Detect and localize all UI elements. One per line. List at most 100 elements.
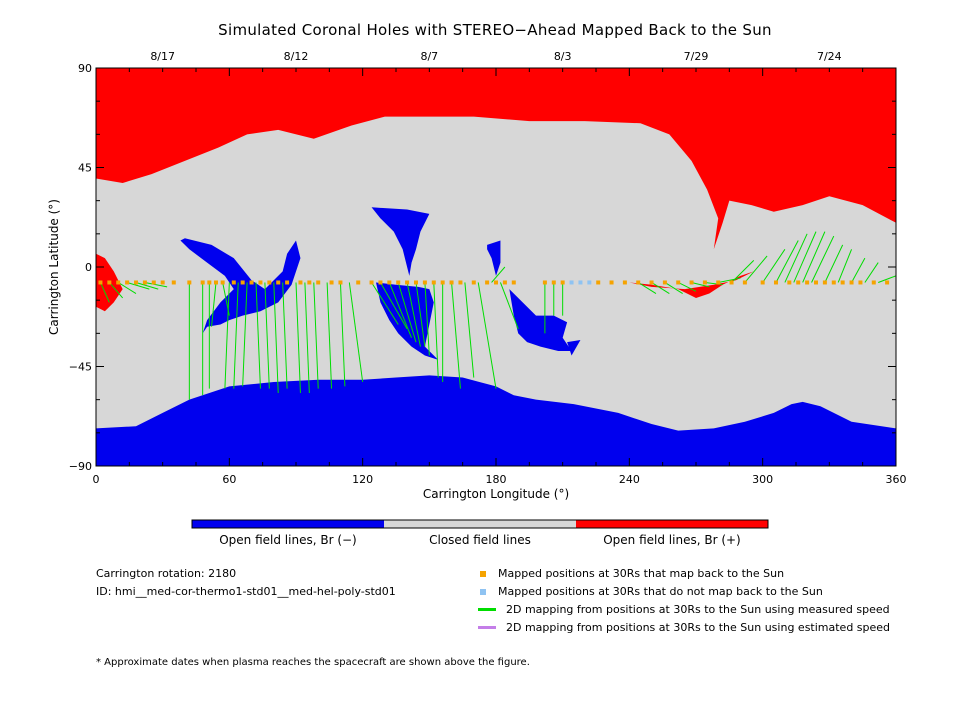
mapped-point-maps-back <box>258 280 263 285</box>
mapped-point-maps-back <box>396 280 401 285</box>
mapped-point-maps-back <box>458 280 463 285</box>
mapped-point-maps-back <box>414 280 418 285</box>
mapped-point-maps-back <box>107 280 112 285</box>
legend-label: 2D mapping from positions at 30Rs to the… <box>506 621 891 634</box>
top-date-label: 8/17 <box>150 50 175 63</box>
mapped-point-maps-back <box>849 280 854 285</box>
mapped-point-maps-back <box>702 280 707 285</box>
mapped-point-maps-back <box>378 280 383 285</box>
mapping-line <box>775 240 799 283</box>
mapping-line <box>664 282 683 294</box>
mapped-point-maps-back <box>885 280 890 285</box>
mapping-line <box>99 282 110 303</box>
equatorial-positive-region-right <box>629 271 754 298</box>
x-tick-label: 120 <box>352 473 373 486</box>
mapping-line <box>144 281 168 288</box>
colorbar-label-positive: Open field lines, Br (+) <box>603 533 741 547</box>
mapping-line <box>433 282 439 378</box>
mapped-point-maps-back <box>116 280 121 285</box>
mapped-point-maps-back <box>774 280 778 285</box>
carrington-rotation: Carrington rotation: 2180 <box>96 567 237 580</box>
coronal-hole-left <box>180 238 301 334</box>
mapping-line <box>499 282 519 330</box>
mapped-point-maps-back <box>142 280 147 285</box>
mapped-point-maps-back <box>440 280 445 285</box>
mapped-point-not-map <box>587 280 592 285</box>
mapping-line <box>135 281 159 290</box>
mapped-point-maps-back <box>760 280 765 285</box>
mapped-point-maps-back <box>596 280 601 285</box>
line-marker-icon <box>478 608 496 611</box>
mapping-line <box>295 282 301 394</box>
mapping-line <box>415 282 426 347</box>
mapped-point-maps-back <box>387 280 392 285</box>
mapped-point-maps-back <box>307 280 312 285</box>
mapped-point-maps-back <box>98 280 103 285</box>
mapped-point-maps-back <box>276 280 281 285</box>
north-positive-spur <box>818 68 896 157</box>
mapped-point-maps-back <box>471 280 476 285</box>
mapping-line <box>117 282 137 294</box>
mapped-point-maps-back <box>805 280 810 285</box>
mapping-line <box>348 282 364 383</box>
legend-item-estimated: 2D mapping from positions at 30Rs to the… <box>478 621 890 634</box>
mapped-point-maps-back <box>405 280 410 285</box>
mapped-point-maps-back <box>649 280 654 285</box>
mapping-line <box>406 282 421 347</box>
mapping-line <box>784 233 808 283</box>
mapped-point-maps-back <box>742 280 747 285</box>
mapped-point-maps-back <box>431 280 436 285</box>
colorbar-segment <box>192 520 384 528</box>
mapped-point-maps-back <box>207 280 212 285</box>
mapped-point-maps-back <box>609 280 614 285</box>
mapped-point-not-map <box>569 280 574 285</box>
mapping-line <box>718 277 741 283</box>
mapping-line <box>380 282 408 330</box>
footnote: * Approximate dates when plasma reaches … <box>96 657 530 668</box>
mapped-point-maps-back <box>622 280 627 285</box>
mapping-line <box>824 244 844 283</box>
mapped-point-maps-back <box>485 280 490 285</box>
north-positive-region <box>96 68 896 250</box>
mapping-line <box>491 266 506 283</box>
top-date-label: 7/29 <box>684 50 709 63</box>
y-tick-label: −90 <box>69 460 92 473</box>
colorbar-frame <box>191 519 769 529</box>
chart-title: Simulated Coronal Holes with STEREO−Ahea… <box>218 21 772 39</box>
mapped-point-maps-back <box>369 280 374 285</box>
mapping-line <box>864 262 879 283</box>
y-tick-label: 90 <box>78 62 92 75</box>
mapping-line <box>811 235 835 283</box>
colorbar-label-negative: Open field lines, Br (−) <box>219 533 357 547</box>
legend-item-measured: 2D mapping from positions at 30Rs to the… <box>478 603 890 616</box>
mapped-point-maps-back <box>338 280 343 285</box>
mapped-point-maps-back <box>298 280 303 285</box>
mapped-point-maps-back <box>171 280 176 285</box>
mapped-point-maps-back <box>267 280 272 285</box>
mapping-line <box>233 282 239 389</box>
top-date-label: 7/24 <box>817 50 842 63</box>
mapped-point-maps-back <box>676 280 681 285</box>
colorbar-segment <box>576 520 768 528</box>
mapped-point-maps-back <box>356 280 361 285</box>
mapped-point-maps-back <box>134 280 138 285</box>
mapped-point-maps-back <box>502 280 507 285</box>
mapping-line <box>126 281 150 290</box>
mapping-line <box>637 282 657 294</box>
mapped-point-maps-back <box>316 280 321 285</box>
mapping-line <box>424 282 430 356</box>
mapped-point-maps-back <box>636 280 641 285</box>
mapped-point-maps-back <box>551 280 556 285</box>
mapping-line <box>837 249 853 283</box>
mapping-line <box>878 275 896 283</box>
mapped-point-maps-back <box>449 280 454 285</box>
mapped-point-maps-back <box>787 280 792 285</box>
mapped-point-maps-back <box>542 280 547 285</box>
mapped-point-maps-back <box>662 280 667 285</box>
mapping-line <box>211 282 217 327</box>
mapped-point-maps-back <box>160 280 165 285</box>
legend-item-not-map: Mapped positions at 30Rs that do not map… <box>478 585 823 598</box>
mapped-point-maps-back <box>249 280 254 285</box>
mapped-point-maps-back <box>511 280 516 285</box>
coronal-hole-right-notch <box>567 339 581 356</box>
